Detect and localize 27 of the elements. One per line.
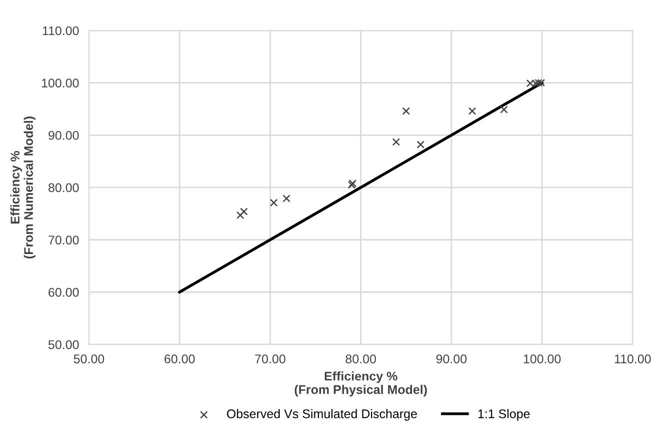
legend-label: Observed Vs Simulated Discharge: [226, 409, 417, 421]
x-tick-label: 110.00: [614, 354, 651, 364]
x-tick-label: 70.00: [255, 354, 286, 364]
point: [500, 106, 508, 114]
point: [468, 107, 476, 115]
y-tick-label: 60.00: [48, 288, 79, 297]
x-tick-label: 100.00: [524, 354, 561, 364]
x-tick-label: 50.00: [74, 354, 104, 364]
x-tick-label: 80.00: [346, 354, 376, 364]
point: [236, 211, 244, 220]
point: [270, 198, 278, 207]
y-tick-label: 110.00: [42, 26, 79, 36]
y-tick-label: 70.00: [48, 236, 79, 244]
point: [402, 107, 410, 115]
y-tick-label: 100.00: [42, 78, 79, 88]
point: [240, 208, 248, 216]
x-tick-label: 90.00: [436, 354, 467, 364]
y-tick-label: 50.00: [48, 340, 79, 350]
y-axis-title: Efficiency % (From Numerical Model): [10, 116, 36, 258]
x-tick-label: 60.00: [164, 354, 195, 364]
point: [416, 140, 424, 148]
legend-label: 1:1 Slope: [478, 409, 530, 421]
y-tick-label: 90.00: [48, 130, 79, 140]
point: [282, 194, 290, 202]
y-tick-label: 80.00: [48, 183, 79, 192]
x-axis-title: Efficiency % (From Physical Model): [294, 371, 427, 396]
point: [392, 138, 400, 146]
